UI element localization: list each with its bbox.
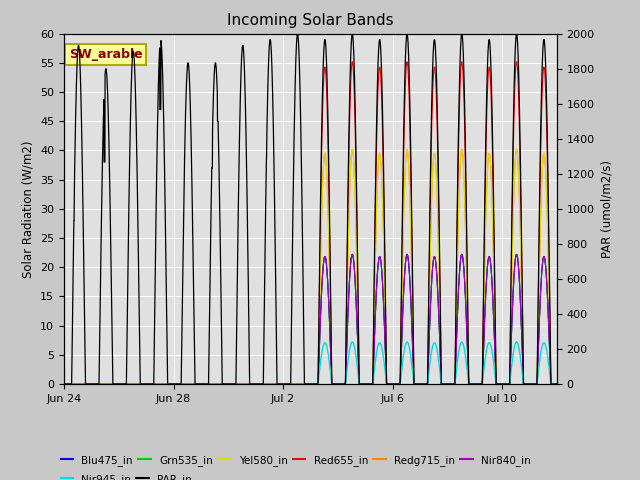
- Y-axis label: Solar Radiation (W/m2): Solar Radiation (W/m2): [22, 140, 35, 277]
- Y-axis label: PAR (umol/m2/s): PAR (umol/m2/s): [600, 160, 613, 258]
- Legend: Blu475_in, Grn535_in, Yel580_in, Red655_in, Redg715_in, Nir840_in: Blu475_in, Grn535_in, Yel580_in, Red655_…: [56, 451, 535, 470]
- Title: Incoming Solar Bands: Incoming Solar Bands: [227, 13, 394, 28]
- Text: SW_arable: SW_arable: [69, 48, 143, 61]
- Legend: Nir945_in, PAR_in: Nir945_in, PAR_in: [56, 470, 196, 480]
